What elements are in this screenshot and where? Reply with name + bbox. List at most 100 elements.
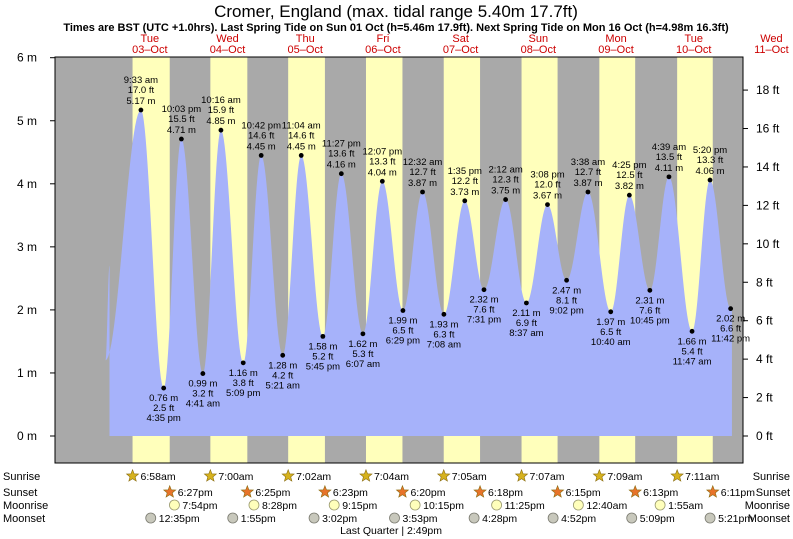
tide-extreme-point (441, 311, 447, 317)
sunrise-time: 7:09am (607, 471, 642, 483)
moonset-time: 3:53pm (403, 513, 438, 525)
sunset-time: 6:13pm (643, 487, 678, 499)
sunrise-icon (514, 468, 529, 482)
tide-extreme-point (320, 333, 326, 339)
tide-extreme-label: 12:07 pm (363, 146, 403, 157)
moon-phase-label: Last Quarter | 2:49pm (340, 525, 442, 537)
tide-extreme-point (728, 306, 734, 312)
sunset-icon (473, 484, 487, 498)
tide-extreme-label: 10:45 pm (630, 315, 670, 326)
sunset-icon (240, 484, 255, 498)
moonrise-icon (169, 499, 180, 511)
tide-extreme-point (280, 352, 286, 358)
tide-extreme-point (608, 309, 614, 315)
tide-extreme-point (626, 192, 632, 198)
tide-extreme-label: 15.9 ft (208, 105, 235, 116)
day-name-label: Thu (296, 33, 315, 45)
moonset-time: 3:02pm (322, 513, 357, 525)
tide-extreme-label: 7:31 pm (467, 315, 501, 326)
moonrise-time: 9:15pm (342, 500, 377, 512)
moonset-icon (389, 512, 400, 524)
sunrise-time: 7:07am (530, 471, 565, 483)
day-date-label: 04–Oct (210, 44, 245, 56)
tide-extreme-point (462, 198, 468, 204)
sunset-icon (550, 484, 565, 498)
moonset-icon (227, 512, 239, 524)
tide-extreme-label: 10:42 pm (241, 120, 281, 131)
moonrise-icon (328, 499, 340, 511)
day-name-label: Wed (216, 33, 238, 45)
tide-extreme-label: 5.2 ft (312, 351, 333, 362)
tide-extreme-label: 12.7 ft (575, 167, 602, 178)
tide-extreme-label: 6.5 ft (600, 327, 621, 338)
tide-extreme-point (218, 127, 224, 133)
tide-extreme-label: 2.47 m (552, 285, 581, 296)
tide-extreme-point (338, 171, 344, 177)
sunrise-time: 7:00am (218, 471, 253, 483)
tide-extreme-label: 1.16 m (229, 368, 258, 379)
sunrise-time: 7:11am (685, 471, 719, 483)
sunset-time: 6:11pm (721, 487, 755, 499)
tide-extreme-label: 5:09 pm (226, 388, 260, 399)
tide-extreme-label: 4:41 am (186, 399, 220, 410)
y-axis-right: 0 ft 2 ft 4 ft 6 ft 8 ft 10 ft 12 ft 14 ft 16 ft… (743, 83, 780, 443)
tide-extreme-point (523, 300, 529, 306)
tide-extreme-label: 6:07 am (346, 359, 380, 370)
day-date-label: 10–Oct (676, 44, 711, 56)
tide-extreme-label: 14.6 ft (248, 130, 275, 141)
sunset-time: 6:27pm (178, 487, 213, 499)
chart-title: Cromer, England (max. tidal range 5.40m … (214, 2, 578, 21)
moonset-time: 12:35pm (159, 513, 200, 525)
tide-extreme-label: 5.17 m (126, 96, 155, 107)
day-name-label: Tue (141, 33, 160, 45)
row-label-left: Moonrise (3, 500, 48, 512)
moonrise-time: 7:54pm (182, 500, 217, 512)
tide-extreme-label: 4.85 m (206, 116, 235, 127)
tide-extreme-label: 1.58 m (308, 341, 337, 352)
tide-extreme-label: 3.67 m (533, 191, 562, 202)
tide-extreme-label: 2.31 m (635, 295, 664, 306)
tide-extreme-label: 11:04 am (282, 120, 321, 131)
sunset-icon (705, 484, 720, 498)
tide-extreme-label: 10:40 am (591, 337, 631, 348)
moonset-time: 5:21pm (718, 513, 753, 525)
tide-extreme-label: 13.5 ft (656, 152, 683, 163)
moonrise-time: 1:55am (668, 500, 703, 512)
tide-extreme-label: 1.28 m (268, 360, 297, 371)
tide-extreme-label: 4:39 am (652, 142, 686, 153)
tide-extreme-point (360, 331, 366, 337)
row-label-left: Moonset (3, 513, 45, 525)
tide-extreme-label: 12.0 ft (534, 180, 561, 191)
day-date-label: 07–Oct (443, 44, 478, 56)
moonrise-icon (572, 499, 584, 511)
day-name-label: Tue (684, 33, 703, 45)
tide-extreme-label: 4.2 ft (272, 370, 293, 381)
tide-extreme-label: 14.6 ft (288, 130, 315, 141)
sunrise-time: 7:04am (374, 471, 409, 483)
day-name-label: Sun (529, 33, 549, 45)
tide-extreme-label: 8.1 ft (556, 295, 577, 306)
tide-extreme-label: 11:47 am (673, 356, 712, 367)
tide-extreme-label: 6.9 ft (516, 318, 537, 329)
y-tick-label: 3 m (17, 240, 37, 254)
day-date-label: 05–Oct (287, 44, 322, 56)
tide-extreme-point (503, 197, 509, 202)
tide-extreme-label: 15.5 ft (168, 114, 195, 125)
y2-tick-label: 18 ft (756, 83, 780, 97)
y-axis-left: 0 m 1 m 2 m 3 m 4 m 5 m 6 m (17, 51, 55, 443)
moonset-time: 4:52pm (561, 513, 596, 525)
tide-extreme-label: 10:03 pm (162, 104, 202, 115)
tide-extreme-label: 12:32 am (403, 157, 443, 168)
tide-extreme-label: 2.32 m (469, 295, 498, 306)
tide-extreme-label: 3.8 ft (233, 378, 254, 389)
tide-extreme-label: 3.2 ft (192, 389, 213, 400)
tide-extreme-point (400, 308, 406, 313)
sunrise-icon (203, 468, 218, 482)
tide-extreme-label: 17.0 ft (128, 85, 155, 96)
sunrise-icon (592, 468, 607, 482)
tide-extreme-label: 11:42 pm (711, 334, 750, 345)
tide-extreme-point (161, 385, 167, 391)
tide-extreme-label: 4:25 pm (612, 160, 646, 171)
